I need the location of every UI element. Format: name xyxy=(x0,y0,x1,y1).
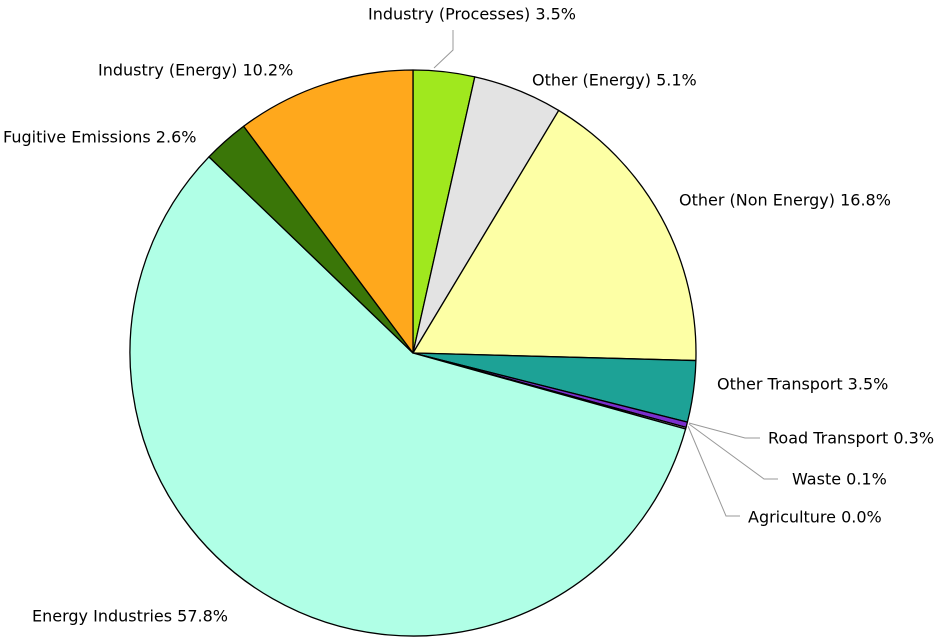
leader-line-agriculture xyxy=(687,425,740,517)
slice-label-industry-processes: Industry (Processes) 3.5% xyxy=(368,4,576,24)
leader-line-waste xyxy=(688,423,778,480)
pie-slice-industry-energy xyxy=(243,69,414,354)
slice-label-other-energy: Other (Energy) 5.1% xyxy=(532,70,697,90)
leader-line-road-transport xyxy=(688,422,760,439)
pie-slice-other-non-energy xyxy=(412,109,697,362)
slice-label-industry-energy: Industry (Energy) 10.2% xyxy=(98,60,294,80)
slice-label-fugitive-emissions: Fugitive Emissions 2.6% xyxy=(3,127,197,147)
leader-line-industry-processes xyxy=(433,30,454,69)
pie-slice-energy-industries xyxy=(129,156,687,637)
slice-label-other-transport: Other Transport 3.5% xyxy=(717,374,889,394)
slice-label-energy-industries: Energy Industries 57.8% xyxy=(32,606,228,626)
slice-label-agriculture: Agriculture 0.0% xyxy=(748,507,882,527)
slice-label-waste: Waste 0.1% xyxy=(792,469,887,489)
slice-label-other-non-energy: Other (Non Energy) 16.8% xyxy=(679,190,891,210)
slice-label-road-transport: Road Transport 0.3% xyxy=(768,428,935,448)
